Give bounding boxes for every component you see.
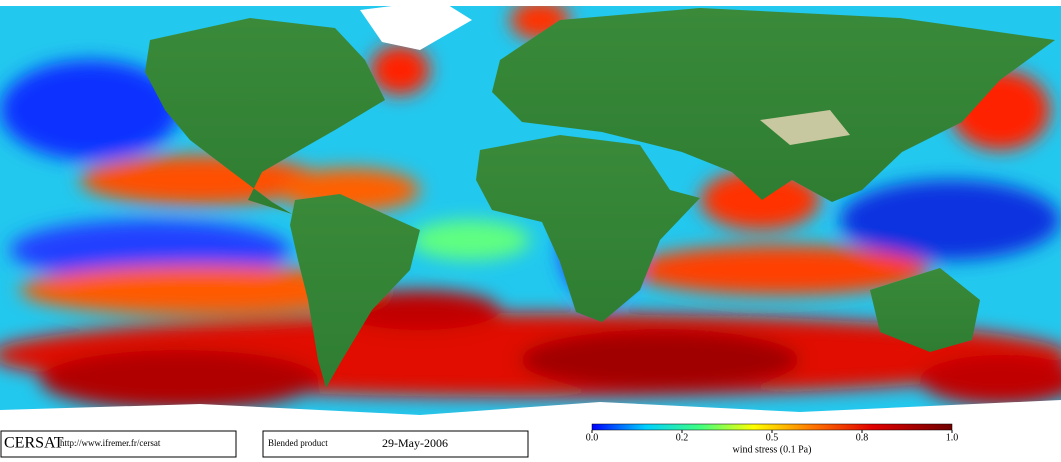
- colorbar-tick-label: 0.5: [766, 432, 779, 443]
- antarctica: [0, 400, 1061, 430]
- logo: CERSAT: [4, 435, 64, 452]
- logo-box: [0, 430, 237, 458]
- url: http://www.ifremer.fr/cersat: [60, 438, 161, 448]
- greenland: [360, 0, 472, 50]
- south-america: [290, 194, 420, 388]
- arctic: [0, 0, 1061, 6]
- colorbar-tick-label: 1.0: [946, 432, 959, 443]
- colorbar-tick-label: 0.2: [676, 432, 689, 443]
- date: 29-May-2006: [382, 436, 448, 450]
- colorbar: [591, 423, 953, 431]
- tibet: [760, 110, 850, 145]
- colorbar-label: wind stress (0.1 Pa): [733, 444, 812, 455]
- north-america: [145, 18, 385, 214]
- product-box: [262, 430, 529, 458]
- land: [145, 8, 1055, 388]
- product: Blended product: [268, 438, 328, 448]
- africa: [476, 135, 700, 322]
- ice: [0, 0, 1061, 430]
- australia: [870, 268, 980, 352]
- eurasia: [492, 8, 1055, 202]
- colorbar-tick-label: 0.8: [856, 432, 869, 443]
- colorbar-tick-label: 0.0: [586, 432, 599, 443]
